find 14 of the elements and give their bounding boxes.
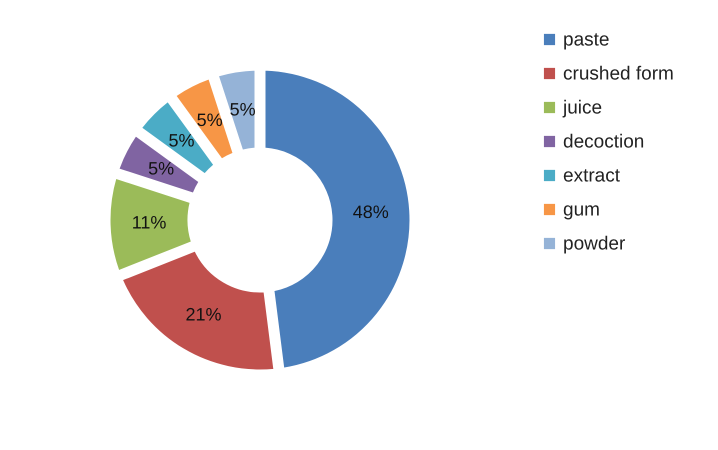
data-label: 21% bbox=[185, 304, 222, 325]
data-label: 5% bbox=[230, 99, 256, 120]
legend-label: decoction bbox=[563, 132, 644, 152]
data-label: 5% bbox=[168, 130, 195, 151]
data-label: 5% bbox=[148, 158, 174, 179]
legend-label: juice bbox=[562, 98, 602, 118]
data-label: 5% bbox=[196, 110, 223, 130]
legend-label: powder bbox=[563, 234, 626, 254]
legend-label: extract bbox=[563, 166, 621, 186]
legend-label: crushed form bbox=[563, 64, 674, 84]
legend-label: gum bbox=[563, 200, 600, 220]
data-label: 48% bbox=[352, 202, 389, 222]
data-label: 11% bbox=[132, 212, 166, 232]
legend-label: paste bbox=[563, 30, 610, 50]
